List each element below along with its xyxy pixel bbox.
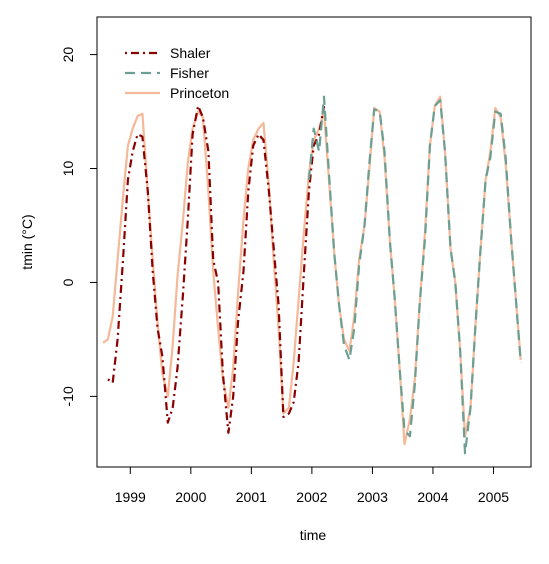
series-line-fisher bbox=[307, 95, 522, 455]
legend-label-princeton: Princeton bbox=[170, 85, 229, 101]
x-axis-label: time bbox=[300, 527, 327, 543]
legend-label-shaler: Shaler bbox=[170, 45, 211, 61]
x-tick-label: 2001 bbox=[236, 489, 267, 505]
y-axis: -10 0 10 20 bbox=[60, 47, 97, 406]
x-tick-label: 1999 bbox=[115, 489, 146, 505]
x-tick-label: 2005 bbox=[478, 489, 509, 505]
x-tick-label: 2003 bbox=[357, 489, 388, 505]
x-tick-label: 2002 bbox=[296, 489, 327, 505]
x-axis: 1999 2000 2001 2002 2003 2004 2005 bbox=[115, 467, 509, 505]
x-tick-label: 2004 bbox=[417, 489, 448, 505]
legend: Shaler Fisher Princeton bbox=[125, 45, 229, 101]
y-tick-label: 20 bbox=[60, 47, 76, 63]
plot-frame bbox=[96, 16, 532, 468]
x-tick-label: 2000 bbox=[175, 489, 206, 505]
y-tick-label: -10 bbox=[60, 386, 76, 406]
legend-label-fisher: Fisher bbox=[170, 65, 209, 81]
series-lines bbox=[102, 95, 522, 455]
y-axis-label: tmin (°C) bbox=[19, 214, 35, 269]
y-tick-label: 0 bbox=[60, 278, 76, 286]
y-tick-label: 10 bbox=[60, 161, 76, 177]
series-line-shaler bbox=[107, 104, 326, 434]
